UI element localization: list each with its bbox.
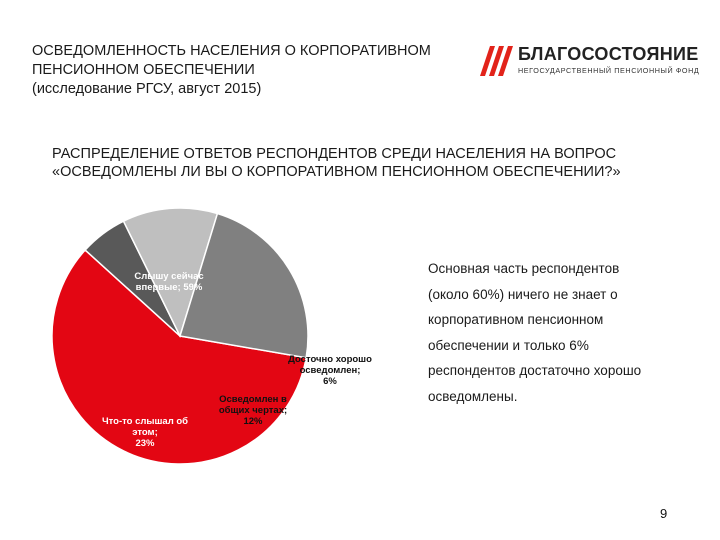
company-logo: БЛАГОСОСТОЯНИЕ НЕГОСУДАРСТВЕННЫЙ ПЕНСИОН… bbox=[480, 44, 699, 84]
logo-stripe bbox=[489, 46, 504, 76]
logo-stripes-icon bbox=[480, 46, 513, 76]
pie-slice bbox=[179, 212, 309, 359]
note-line: обеспечении и только 6% bbox=[428, 337, 589, 353]
slice-label: Что-то слышал об этом; 23% bbox=[102, 416, 188, 449]
note-line: (около 60%) ничего не знает о bbox=[428, 286, 618, 302]
title-line: (исследование РГСУ, август 2015) bbox=[32, 81, 262, 97]
note-line: Основная часть респондентов bbox=[428, 261, 620, 276]
summary-note: Основная часть респондентов (около 60%) … bbox=[428, 256, 688, 409]
note-line: респондентов достаточно хорошо bbox=[428, 363, 642, 378]
logo-stripe bbox=[498, 46, 513, 76]
logo-name: БЛАГОСОСТОЯНИЕ bbox=[518, 44, 699, 64]
chart-question: РАСПРЕДЕЛЕНИЕ ОТВЕТОВ РЕСПОНДЕНТОВ СРЕДИ… bbox=[52, 145, 692, 181]
slice-label: Слышу сейчас впервые; 59% bbox=[134, 271, 203, 293]
title-line: ПЕНСИОННОМ ОБЕСПЕЧЕНИИ bbox=[32, 62, 255, 78]
question-line: РАСПРЕДЕЛЕНИЕ ОТВЕТОВ РЕСПОНДЕНТОВ СРЕДИ… bbox=[52, 146, 617, 162]
pie-slice bbox=[122, 207, 219, 339]
page-number: 9 bbox=[660, 506, 668, 521]
title-line: ОСВЕДОМЛЕННОСТЬ НАСЕЛЕНИЯ О КОРПОРАТИВНО… bbox=[32, 43, 431, 59]
question-line: «ОСВЕДОМЛЕНЫ ЛИ ВЫ О КОРПОРАТИВНОМ ПЕНСИ… bbox=[52, 164, 621, 180]
note-line: корпоративном пенсионном bbox=[428, 312, 604, 327]
slice-label: Досточно хорошо осведомлен; 6% bbox=[288, 354, 372, 387]
logo-stripe bbox=[480, 46, 495, 76]
page-title: ОСВЕДОМЛЕННОСТЬ НАСЕЛЕНИЯ О КОРПОРАТИВНО… bbox=[32, 42, 472, 99]
note-line: осведомлены. bbox=[428, 388, 518, 404]
pie-slice bbox=[51, 248, 307, 465]
logo-subtitle: НЕГОСУДАРСТВЕННЫЙ ПЕНСИОННЫЙ ФОНД bbox=[518, 66, 700, 75]
slice-label: Осведомлен в общих чертах; 12% bbox=[219, 394, 287, 427]
